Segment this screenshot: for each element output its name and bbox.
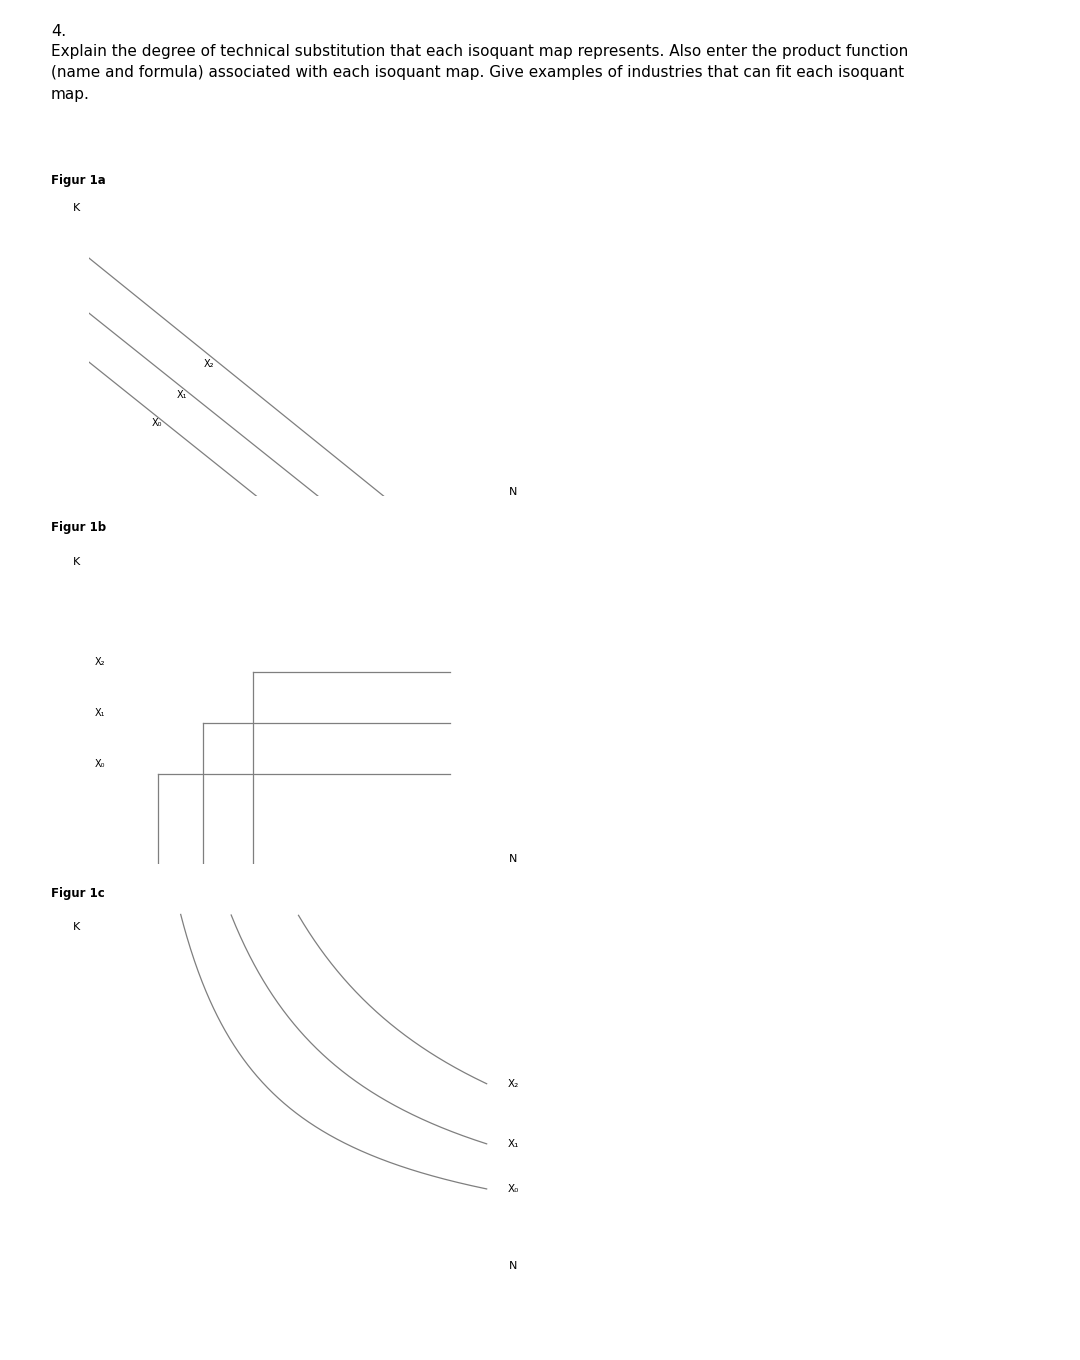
- Text: N: N: [510, 854, 517, 864]
- Text: X₂: X₂: [95, 657, 105, 666]
- Text: X₁: X₁: [95, 709, 105, 718]
- Text: X₁: X₁: [177, 390, 187, 400]
- Text: X₀: X₀: [152, 418, 163, 427]
- Text: Figur 1c: Figur 1c: [51, 887, 105, 900]
- Text: Figur 1b: Figur 1b: [51, 521, 106, 534]
- Text: X₂: X₂: [508, 1078, 518, 1089]
- Text: map.: map.: [51, 87, 90, 102]
- Text: N: N: [510, 487, 517, 496]
- Text: (name and formula) associated with each isoquant map. Give examples of industrie: (name and formula) associated with each …: [51, 65, 904, 80]
- Text: X₁: X₁: [508, 1138, 519, 1149]
- Text: Explain the degree of technical substitution that each isoquant map represents. : Explain the degree of technical substitu…: [51, 44, 908, 58]
- Text: K: K: [73, 203, 80, 212]
- Text: K: K: [73, 556, 80, 567]
- Text: X₀: X₀: [95, 759, 105, 770]
- Text: 4.: 4.: [51, 24, 66, 39]
- Text: Figur 1a: Figur 1a: [51, 174, 106, 188]
- Text: X₂: X₂: [203, 359, 214, 370]
- Text: X₀: X₀: [508, 1185, 519, 1194]
- Text: N: N: [510, 1261, 517, 1272]
- Text: K: K: [73, 922, 80, 932]
